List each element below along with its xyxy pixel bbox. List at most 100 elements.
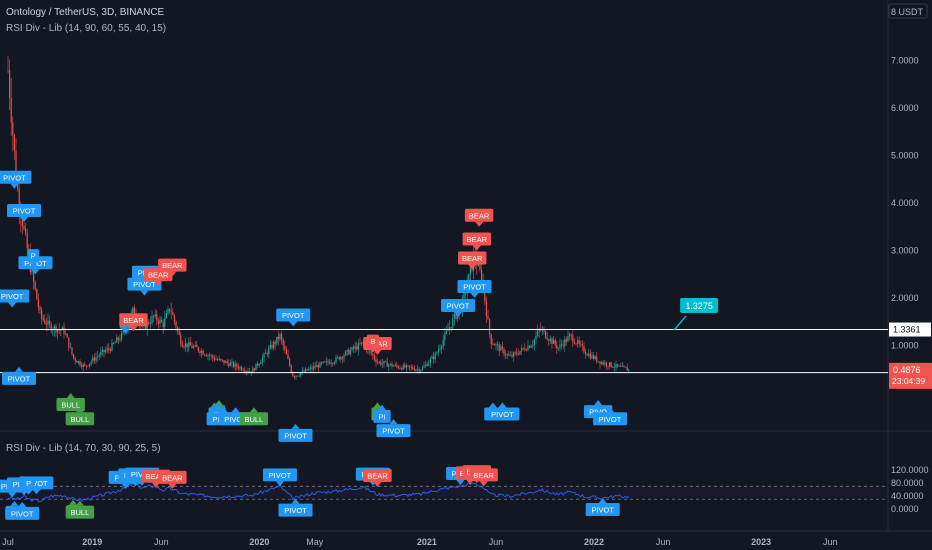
- marker-pointer: [488, 402, 497, 408]
- candle-body: [156, 314, 158, 321]
- current-price-value: 0.4876: [893, 365, 921, 375]
- signal-marker-bear[interactable]: [158, 258, 187, 272]
- signal-marker-bear[interactable]: [464, 208, 494, 222]
- candle-body: [554, 340, 556, 345]
- signal-marker-label: BULL: [244, 415, 263, 424]
- candle-body: [249, 371, 251, 373]
- candle-body: [370, 350, 372, 354]
- candle-body: [101, 349, 103, 352]
- signal-marker-pivot[interactable]: [593, 412, 628, 426]
- signal-marker-bull[interactable]: [65, 505, 95, 519]
- signal-marker-pivot[interactable]: [373, 409, 391, 423]
- candle-body: [329, 362, 331, 364]
- signal-marker-bear[interactable]: [458, 251, 487, 265]
- signal-marker-pivot[interactable]: [276, 308, 311, 322]
- candle-body: [521, 347, 523, 352]
- currency-selector[interactable]: [888, 3, 928, 19]
- candle-body: [441, 346, 443, 349]
- candle-body: [605, 362, 607, 366]
- target-callout-box[interactable]: [680, 297, 719, 313]
- candle-body: [241, 367, 243, 371]
- signal-marker-bear[interactable]: [366, 334, 379, 348]
- candle-body: [343, 355, 345, 359]
- candle-body: [623, 365, 625, 367]
- indicator-legend-sub[interactable]: RSI Div - Lib (14, 70, 30, 90, 25, 5): [6, 443, 161, 454]
- signal-marker-pivot[interactable]: [457, 280, 492, 293]
- signal-marker-bull[interactable]: [65, 412, 95, 426]
- candle-body: [100, 351, 102, 356]
- indicator-legend-main[interactable]: RSI Div - Lib (14, 90, 60, 55, 40, 15): [6, 23, 167, 34]
- candle-body: [375, 359, 377, 363]
- signal-marker-pivot[interactable]: [7, 204, 42, 217]
- candle-body: [252, 368, 254, 374]
- marker-pointer: [456, 480, 465, 486]
- candle-body: [282, 339, 284, 346]
- marker-pointer: [20, 490, 29, 496]
- candle-body: [359, 343, 361, 344]
- signal-marker-label: BULL: [61, 401, 80, 410]
- candle-body: [213, 357, 215, 360]
- signal-marker-pivot[interactable]: [262, 468, 297, 482]
- candle-body: [204, 354, 206, 356]
- candle-body: [514, 352, 516, 354]
- signal-marker-bull[interactable]: [56, 398, 85, 411]
- candle-body: [556, 344, 558, 349]
- price-axis-tick: 2.0000: [891, 293, 919, 303]
- signal-marker-pivot[interactable]: [27, 249, 40, 263]
- signal-marker-pivot[interactable]: [376, 424, 411, 438]
- candle-body: [617, 364, 619, 367]
- candle-body: [133, 307, 135, 315]
- candle-body: [420, 370, 422, 372]
- signal-marker-pivot[interactable]: [1, 371, 36, 385]
- candle-body: [90, 361, 92, 364]
- candle-body: [586, 354, 588, 356]
- signal-marker-pivot[interactable]: [278, 428, 313, 442]
- signal-marker-pivot[interactable]: [0, 170, 32, 184]
- signal-marker-pivot[interactable]: [0, 289, 30, 303]
- candle-body: [447, 330, 449, 331]
- candle-body: [316, 365, 318, 368]
- candle-body: [505, 354, 507, 356]
- marker-pointer: [75, 500, 84, 506]
- rsi-axis-tick: 40.0000: [891, 491, 924, 501]
- marker-pointer: [373, 481, 382, 487]
- price-axis-tick: 8 USDT: [891, 7, 924, 17]
- bar-countdown: 23:04:39: [892, 376, 925, 386]
- price-line-label: 1.3361: [893, 325, 921, 335]
- candle-body: [95, 357, 97, 361]
- signal-marker-bull[interactable]: [239, 412, 269, 426]
- candle-body: [34, 281, 36, 290]
- signal-marker-pivot[interactable]: [485, 407, 520, 421]
- rsi-line: [7, 482, 630, 503]
- current-price-badge: [889, 362, 932, 389]
- signal-marker-bear[interactable]: [462, 232, 491, 246]
- signal-marker-pivot[interactable]: [441, 299, 476, 312]
- candle-body: [545, 331, 547, 338]
- marker-pointer: [498, 402, 507, 408]
- signal-marker-pivot[interactable]: [278, 503, 313, 517]
- candle-body: [589, 353, 591, 359]
- marker-pointer: [32, 489, 41, 495]
- marker-pointer: [151, 482, 160, 488]
- candle-body: [164, 318, 166, 328]
- signal-marker-pivot[interactable]: [22, 476, 35, 490]
- signal-marker-pivot[interactable]: [5, 506, 40, 520]
- signal-marker-pivot[interactable]: [585, 502, 620, 516]
- candle-body: [279, 334, 281, 340]
- candle-body: [196, 344, 198, 348]
- signal-marker-bear[interactable]: [119, 313, 148, 327]
- candle-body: [513, 352, 515, 357]
- candle-body: [557, 347, 559, 349]
- candle-body: [321, 362, 323, 364]
- candle-body: [561, 344, 563, 346]
- signal-marker-bear[interactable]: [363, 468, 392, 482]
- candle-body: [92, 357, 94, 362]
- candle-body: [111, 343, 113, 351]
- candle-body: [615, 364, 617, 368]
- rsi-axis-tick: 80.0000: [891, 478, 924, 488]
- candle-body: [71, 347, 73, 355]
- candle-body: [511, 355, 513, 357]
- signal-marker-bear[interactable]: [469, 468, 498, 482]
- signal-marker-bear[interactable]: [158, 470, 187, 484]
